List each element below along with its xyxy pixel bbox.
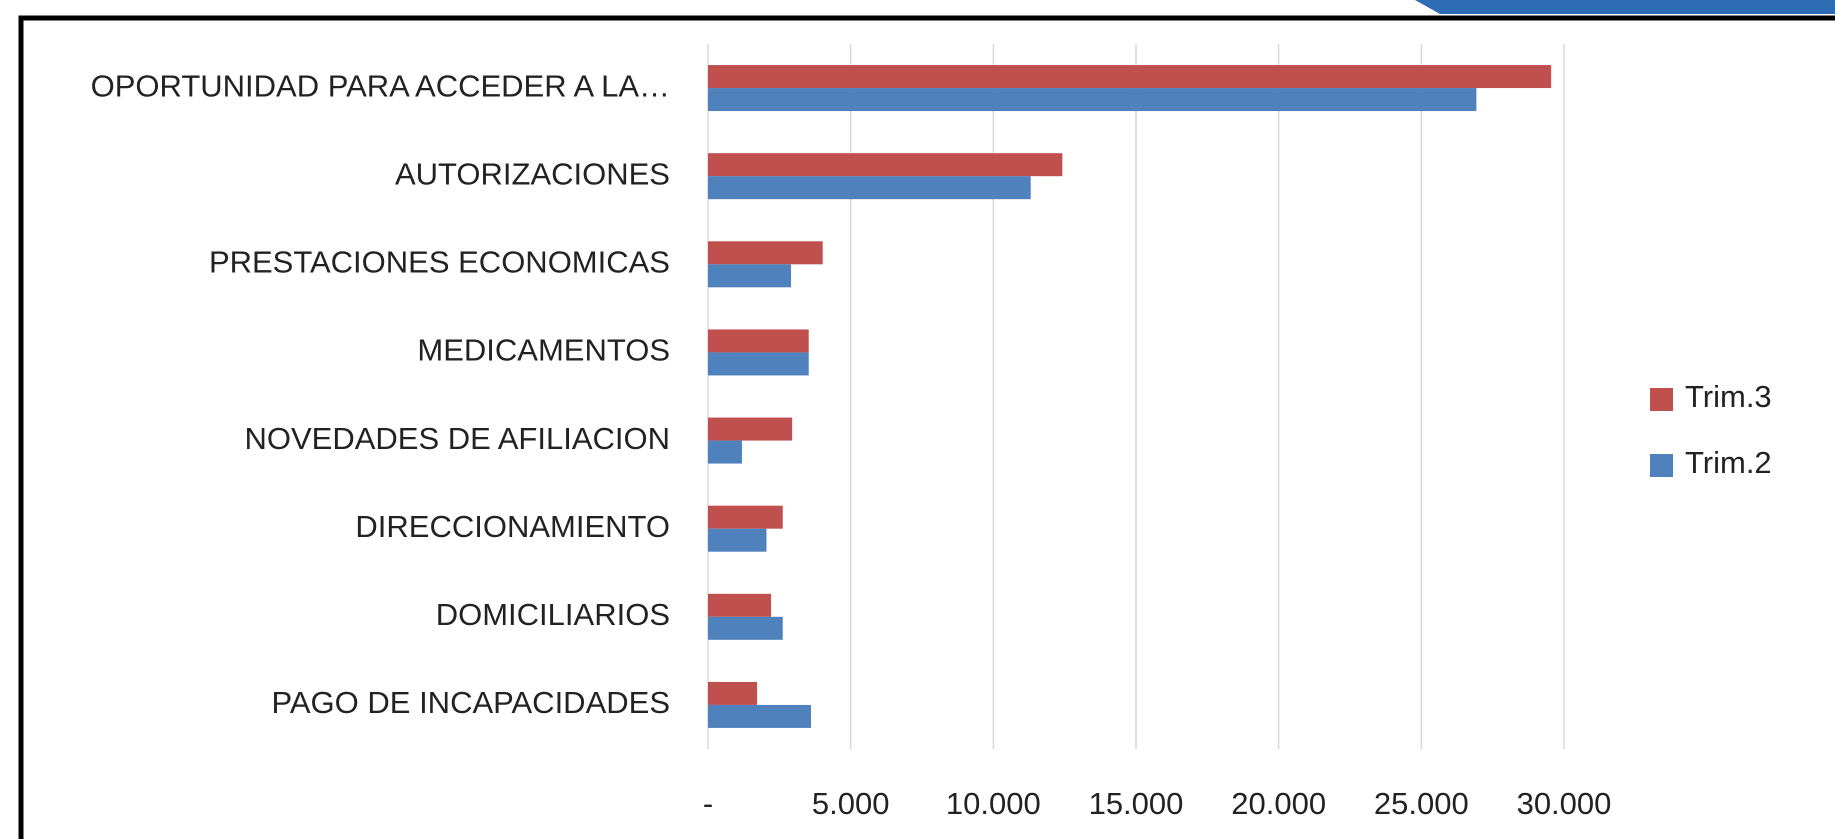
bar — [708, 88, 1477, 112]
bar — [708, 440, 742, 464]
x-tick-label: 15.000 — [1089, 786, 1184, 821]
x-tick-label: 25.000 — [1374, 786, 1469, 821]
bar — [708, 329, 809, 353]
bar — [708, 528, 767, 552]
corner-decoration — [1415, 0, 1835, 14]
legend-swatch — [1650, 388, 1673, 411]
x-tick-label: 20.000 — [1231, 786, 1326, 821]
y-tick-label: DOMICILIARIOS — [436, 597, 670, 632]
bar — [708, 704, 812, 728]
x-tick-label: - — [703, 786, 713, 821]
y-tick-label: NOVEDADES DE AFILIACION — [245, 421, 671, 456]
legend-swatch — [1650, 454, 1673, 477]
frame — [18, 15, 1835, 839]
bar — [708, 264, 792, 288]
bar — [708, 593, 772, 617]
bar — [708, 153, 1063, 177]
bar — [708, 417, 793, 441]
y-tick-label: OPORTUNIDAD PARA ACCEDER A LA… — [91, 68, 670, 103]
bar — [708, 681, 758, 705]
x-tick-label: 10.000 — [946, 786, 1041, 821]
legend-label: Trim.3 — [1685, 379, 1772, 414]
bar — [708, 65, 1552, 89]
bar — [708, 352, 809, 376]
y-tick-label: PRESTACIONES ECONOMICAS — [209, 245, 670, 280]
legend-label: Trim.2 — [1685, 445, 1772, 480]
bar — [708, 616, 783, 640]
y-tick-label: PAGO DE INCAPACIDADES — [272, 685, 671, 720]
bar — [708, 176, 1031, 200]
bar — [708, 505, 783, 529]
y-tick-label: DIRECCIONAMIENTO — [355, 509, 670, 544]
x-tick-label: 30.000 — [1517, 786, 1612, 821]
x-tick-label: 5.000 — [812, 786, 890, 821]
y-tick-label: MEDICAMENTOS — [417, 333, 670, 368]
bar — [708, 241, 823, 265]
y-tick-label: AUTORIZACIONES — [395, 156, 670, 191]
